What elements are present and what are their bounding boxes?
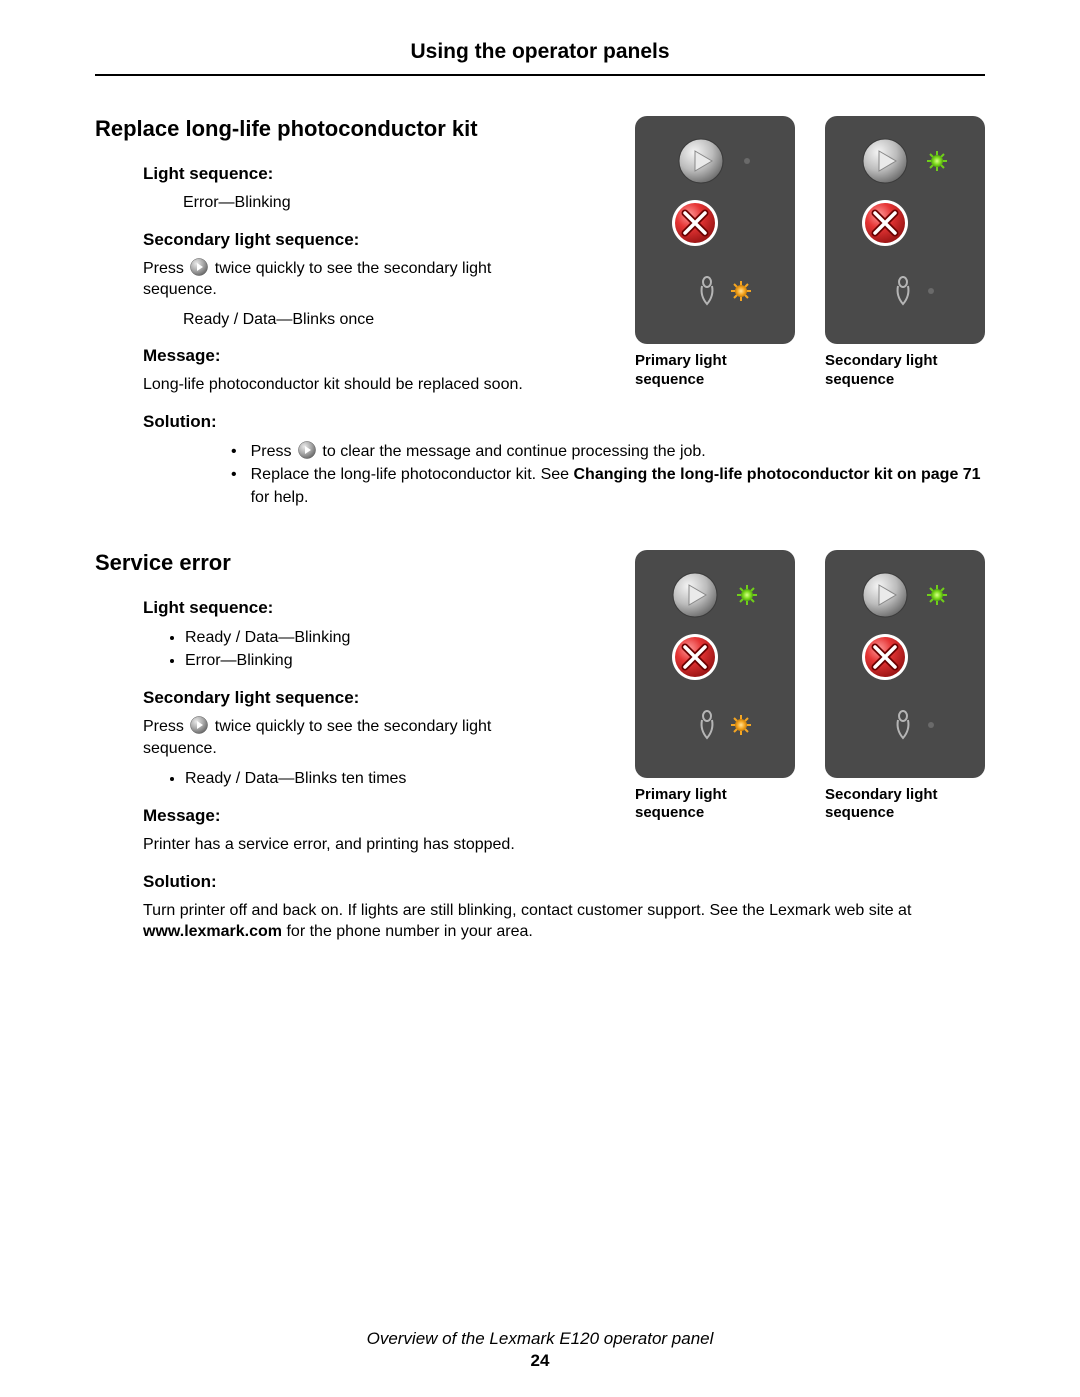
- play-inline-icon: [298, 441, 316, 459]
- message-heading: Message:: [143, 346, 525, 366]
- data-led-on: [730, 714, 752, 736]
- secondary-bullet: Ready / Data—Blinks ten times: [185, 767, 525, 790]
- panel-primary: [635, 550, 795, 778]
- panels-row: Primary light sequence: [635, 550, 985, 824]
- panel-secondary-col: Secondary light sequence: [825, 550, 985, 824]
- message-text: Printer has a service error, and printin…: [143, 834, 525, 856]
- ready-led-on: [736, 584, 758, 606]
- message-text: Long-life photoconductor kit should be r…: [143, 374, 525, 396]
- play-inline-icon: [190, 716, 208, 734]
- light-sequence-text: Error—Blinking: [183, 192, 525, 214]
- ready-led-on: [926, 584, 948, 606]
- panel-primary: [635, 116, 795, 344]
- message-heading: Message:: [143, 806, 525, 826]
- panel-secondary: [825, 550, 985, 778]
- ready-led-off: [742, 156, 752, 166]
- panel-secondary: [825, 116, 985, 344]
- play-button-icon: [678, 138, 724, 184]
- solution-item: Replace the long-life photoconductor kit…: [231, 463, 985, 509]
- play-inline-icon: [190, 258, 208, 276]
- toner-icon: [696, 710, 718, 740]
- section-replace-kit: Replace long-life photoconductor kit: [95, 116, 985, 510]
- page-footer: Overview of the Lexmark E120 operator pa…: [0, 1329, 1080, 1371]
- light-sequence-heading: Light sequence:: [143, 598, 525, 618]
- cancel-button-icon: [670, 198, 720, 248]
- play-button-icon: [672, 572, 718, 618]
- footer-title: Overview of the Lexmark E120 operator pa…: [0, 1329, 1080, 1349]
- toner-icon: [892, 710, 914, 740]
- panel-secondary-col: Secondary light sequence: [825, 116, 985, 390]
- data-led-on: [730, 280, 752, 302]
- cancel-button-icon: [670, 632, 720, 682]
- panel-primary-col: Primary light sequence: [635, 550, 795, 824]
- cancel-button-icon: [860, 198, 910, 248]
- panel-caption-secondary: Secondary light sequence: [825, 352, 985, 390]
- data-led-off: [926, 286, 936, 296]
- cancel-button-icon: [860, 632, 910, 682]
- panels-row: Primary light sequence: [635, 116, 985, 390]
- solution-list: Press to clear the message and continue …: [141, 440, 985, 510]
- light-seq-item: Error—Blinking: [185, 649, 525, 672]
- panel-caption-secondary: Secondary light sequence: [825, 786, 985, 824]
- toner-icon: [696, 276, 718, 306]
- panel-primary-col: Primary light sequence: [635, 116, 795, 390]
- light-seq-item: Ready / Data—Blinking: [185, 626, 525, 649]
- page-header-title: Using the operator panels: [95, 40, 985, 74]
- panel-caption-primary: Primary light sequence: [635, 786, 795, 824]
- section-service-error: Service error: [95, 550, 985, 944]
- header-rule: [95, 74, 985, 76]
- secondary-light-sequence-heading: Secondary light sequence:: [143, 688, 525, 708]
- play-button-icon: [862, 572, 908, 618]
- panel-caption-primary: Primary light sequence: [635, 352, 795, 390]
- solution-text: Turn printer off and back on. If lights …: [143, 900, 985, 943]
- solution-heading: Solution:: [143, 872, 985, 892]
- solution-item: Press to clear the message and continue …: [231, 440, 985, 463]
- secondary-press-text: Press twice quickly to see the secondary…: [143, 258, 525, 301]
- secondary-press-text: Press twice quickly to see the secondary…: [143, 716, 525, 759]
- solution-heading: Solution:: [143, 412, 985, 432]
- play-button-icon: [862, 138, 908, 184]
- secondary-light-sequence-heading: Secondary light sequence:: [143, 230, 525, 250]
- toner-icon: [892, 276, 914, 306]
- ready-led-on: [926, 150, 948, 172]
- footer-page-number: 24: [0, 1351, 1080, 1371]
- light-sequence-heading: Light sequence:: [143, 164, 525, 184]
- data-led-off: [926, 720, 936, 730]
- secondary-bullet: Ready / Data—Blinks once: [183, 309, 525, 331]
